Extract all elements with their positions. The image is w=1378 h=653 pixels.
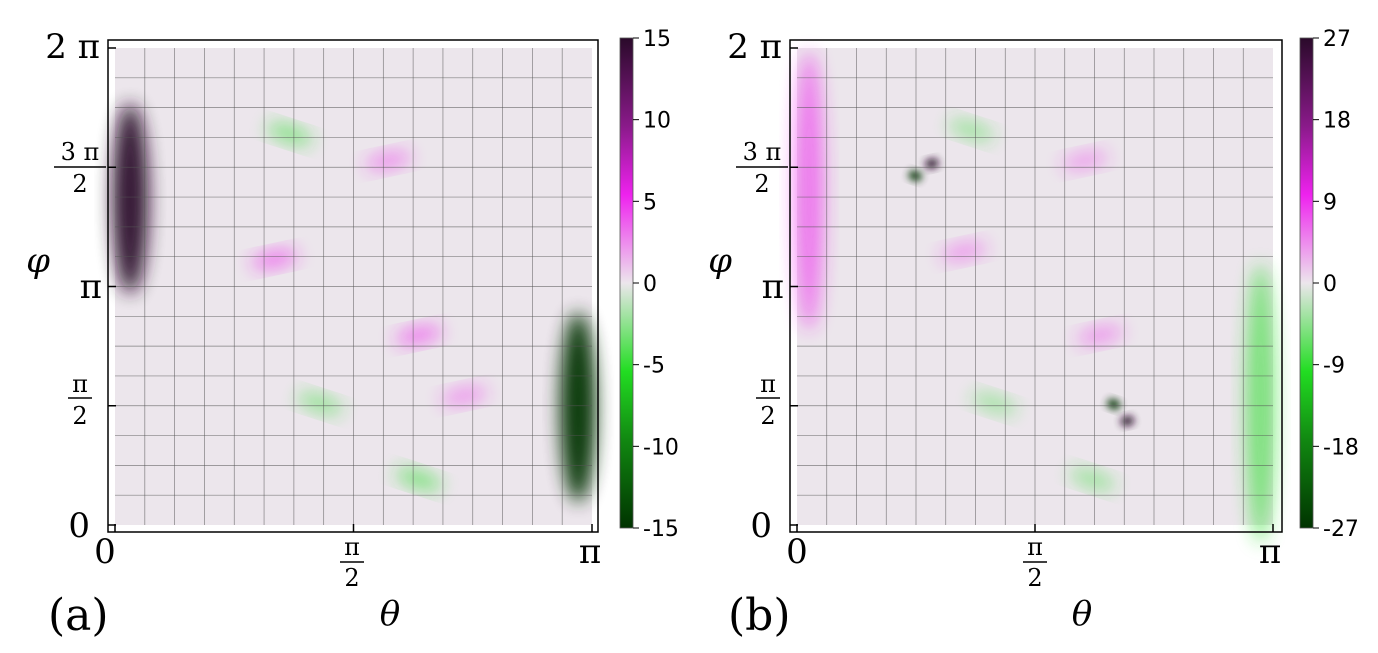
panel-a-ytick-label-2pi: 2 π: [45, 27, 100, 67]
panel-a-ytick-3pi-half-den: 2: [72, 170, 87, 198]
panel-a-colorbar-tick-label-0: 15: [643, 27, 671, 52]
panel-b-heatmap: [794, 48, 1276, 544]
panel-a-colorbar-tick-label-6: -15: [643, 517, 679, 542]
panel-a-xtick-pi-half-num: π: [344, 533, 360, 561]
panel-b-ytick-label-2pi: 2 π: [727, 27, 782, 67]
panel-b-colorbar-ticks: 27 18 9 0 -9 -18 -27: [1313, 27, 1359, 542]
panel-b-feature-4: [1120, 415, 1135, 427]
panel-b-ytick-pi-half-den: 2: [760, 402, 775, 430]
panel-a-ytick-3pi-half-num: 3 π: [61, 138, 100, 166]
panel-a-y-ticks: [108, 47, 116, 526]
panel-b-feature-10: [1069, 468, 1116, 491]
panel-a-colorbar-tick-label-2: 5: [643, 190, 657, 215]
panel-b-colorbar-tick-label-0: 27: [1323, 27, 1351, 52]
panel-b-y-ticks: [790, 47, 798, 526]
panel-b-ytick-3pi-half-num: 3 π: [743, 138, 782, 166]
panel-b-y-axis-label: φ: [708, 241, 732, 281]
panel-a-colorbar-ticks: 15 10 5 0 -5 -10 -15: [633, 27, 679, 542]
panel-a-feature-6: [297, 392, 343, 415]
panel-b-feature-5: [1106, 399, 1121, 410]
panel-b-xtick-label-pi-half: π 2: [1023, 533, 1047, 592]
panel-a-feature-0: [112, 103, 149, 294]
panel-b-grid: [797, 48, 1273, 525]
panel-b-label: (b): [728, 590, 791, 641]
panel-b-xtick-label-pi: π: [1259, 532, 1281, 572]
panel-b-ytick-label-3pi-half: 3 π 2: [736, 138, 788, 198]
panel-a-colorbar-tick-label-4: -5: [643, 354, 665, 379]
panel-b-ytick-3pi-half-den: 2: [754, 170, 769, 198]
panel-b-x-ticks: [796, 524, 1274, 532]
panel-a-ytick-pi-half-num: π: [72, 370, 88, 398]
panel-b-colorbar-tick-label-4: -9: [1323, 354, 1345, 379]
panel-a-label: (a): [48, 590, 109, 641]
panel-b-ytick-pi-half-num: π: [760, 370, 776, 398]
panel-b-colorbar-tick-label-6: -27: [1323, 517, 1359, 542]
panel-b-ytick-label-0: 0: [750, 506, 772, 546]
panel-a-ytick-label-pi-half: π 2: [68, 370, 92, 430]
panel-b-x-axis-label: θ: [1072, 594, 1092, 634]
panel-a-colorbar-gradient: [620, 38, 633, 528]
panel-b-colorbar: 27 18 9 0 -9 -18 -27: [1299, 27, 1359, 542]
panel-b-colorbar-tick-label-1: 18: [1323, 109, 1351, 134]
panel-b-feature-6: [948, 119, 995, 141]
panel-b-feature-0: [794, 50, 825, 331]
panel-a-xtick-label-0: 0: [94, 532, 116, 572]
panel-a-ytick-label-pi: π: [80, 267, 102, 307]
panel-a-feature-7: [395, 468, 442, 491]
panel-b-xtick-pi-half-num: π: [1027, 533, 1043, 561]
panel-a-ytick-pi-half-den: 2: [72, 402, 87, 430]
panel-b: 0 π 2 π 0 π 2 π 3 π 2 2 π φ θ (b) 27 18 9 0…: [708, 27, 1359, 641]
panel-a-heatmap: [112, 48, 597, 525]
panel-a-colorbar-tick-label-5: -10: [643, 435, 679, 460]
panel-a-y-axis-label: φ: [26, 241, 50, 281]
panel-a-ytick-label-0: 0: [68, 506, 90, 546]
panel-b-feature-1: [1245, 263, 1276, 544]
panel-a-xtick-pi-half-den: 2: [344, 564, 359, 592]
panel-a-colorbar-tick-label-1: 10: [643, 109, 671, 134]
panel-a-feature-8: [440, 386, 488, 406]
panel-b-colorbar-tick-label-3: 0: [1323, 272, 1337, 297]
panel-b-feature-8: [1061, 151, 1109, 170]
panel-b-colorbar-tick-label-5: -18: [1323, 435, 1359, 460]
panel-a-colorbar-tick-label-3: 0: [643, 272, 657, 297]
panel-a-feature-4: [364, 151, 412, 170]
panel-a-xtick-label-pi-half: π 2: [340, 533, 364, 592]
panel-a-x-axis-label: θ: [380, 594, 400, 634]
panel-b-feature-3: [908, 170, 923, 182]
panel-b-ytick-label-pi-half: π 2: [756, 370, 780, 430]
panel-a-feature-3: [250, 250, 298, 269]
panel-b-xtick-label-0: 0: [786, 532, 808, 572]
panel-a-feature-2: [266, 123, 313, 145]
panel-a-feature-5: [395, 325, 443, 345]
panel-a-grid: [115, 48, 592, 525]
panel-a-x-ticks: [114, 524, 593, 532]
panel-a-colorbar: 15 10 5 0 -5 -10 -15: [619, 27, 679, 542]
panel-a-feature-1: [560, 312, 597, 503]
panel-b-colorbar-tick-label-2: 9: [1323, 190, 1337, 215]
panel-a-xtick-label-pi: π: [579, 532, 601, 572]
panel-b-ytick-label-pi: π: [762, 267, 784, 307]
panel-b-xtick-pi-half-den: 2: [1027, 564, 1042, 592]
panel-a: 0 π 2 π 0 π 2 π 3 π 2 2 π φ θ (a) 15 10 5 0…: [26, 27, 679, 641]
panel-a-features: [112, 103, 597, 503]
panel-b-colorbar-gradient: [1300, 38, 1313, 528]
panel-a-ytick-label-3pi-half: 3 π 2: [54, 138, 106, 198]
panel-b-feature-2: [924, 158, 939, 169]
panel-b-feature-9: [1076, 325, 1124, 345]
